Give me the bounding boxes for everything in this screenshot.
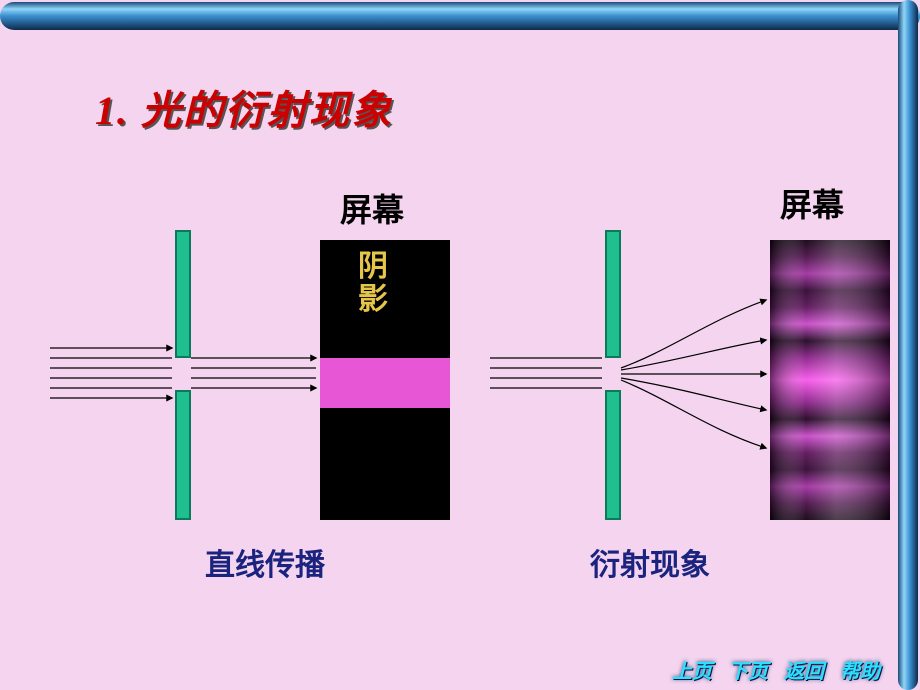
nav-prev-button[interactable]: 上页 — [672, 655, 712, 684]
nav-next-button[interactable]: 下页 — [728, 655, 768, 684]
caption-left: 直线传播 — [205, 540, 325, 584]
nav-bar: 上页 下页 返回 帮助 — [672, 655, 880, 684]
page-title: 1. 光的衍射现象 — [95, 78, 393, 136]
right-bar — [896, 0, 920, 690]
caption-right: 衍射现象 — [590, 540, 710, 584]
rays-left — [50, 190, 450, 530]
rays-right — [480, 190, 880, 530]
diagram-area: 屏幕 阴影 — [50, 190, 870, 590]
nav-help-button[interactable]: 帮助 — [840, 655, 880, 684]
nav-back-button[interactable]: 返回 — [784, 655, 824, 684]
top-bar — [0, 0, 920, 32]
